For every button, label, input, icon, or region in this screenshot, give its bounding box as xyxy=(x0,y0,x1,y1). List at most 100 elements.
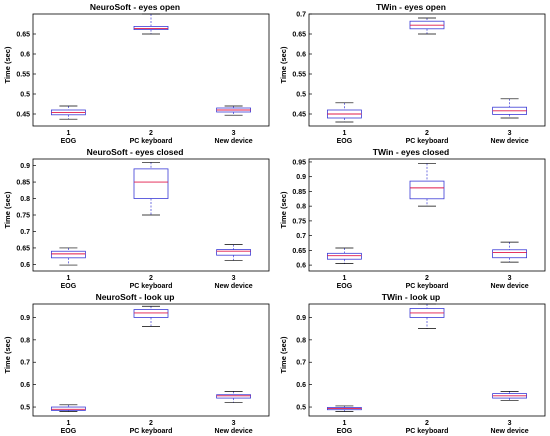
panel-neurosoft-eyes-closed: NeuroSoft - eyes closed Time (sec) 0.6 0.… xyxy=(3,147,270,290)
panel-title: TWin - eyes open xyxy=(376,2,446,12)
x-tick-number: 2 xyxy=(425,420,429,427)
y-tick-label: 0.9 xyxy=(20,315,30,322)
y-tick-label: 0.65 xyxy=(16,245,30,252)
x-tick-number: 3 xyxy=(232,420,236,427)
panel-title: NeuroSoft - look up xyxy=(96,292,175,302)
iqr-box xyxy=(216,394,252,399)
y-tick-label: 0.6 xyxy=(296,382,306,389)
x-tick-label: PC keyboard xyxy=(406,428,449,435)
x-tick-number: 3 xyxy=(508,130,512,137)
iqr-box xyxy=(133,168,169,199)
y-tick-label: 0.65 xyxy=(292,32,306,39)
x-tick-label: EOG xyxy=(61,283,77,290)
box-pc-keyboard xyxy=(133,305,169,327)
y-tick-label: 0.8 xyxy=(296,204,306,211)
x-tick-number: 3 xyxy=(232,275,236,282)
iqr-box xyxy=(216,249,252,256)
y-tick-label: 0.7 xyxy=(20,360,30,367)
panel-title: NeuroSoft - eyes closed xyxy=(87,147,184,157)
panel-neurosoft-look-up: NeuroSoft - look up Time (sec) 0.5 0.6 0.7… xyxy=(3,292,270,435)
x-tick-number: 2 xyxy=(425,130,429,137)
x-tick-label: New device xyxy=(215,138,253,145)
x-tick-label: New device xyxy=(491,283,529,290)
x-tick-label: EOG xyxy=(337,283,353,290)
panel-twin-look-up: TWin - look up Time (sec) 0.5 0.6 0.7 0.8 0.… xyxy=(279,292,546,435)
x-tick-label: New device xyxy=(491,428,529,435)
y-tick-label: 0.7 xyxy=(296,360,306,367)
x-tick-number: 3 xyxy=(508,275,512,282)
y-tick-label: 0.7 xyxy=(20,229,30,236)
y-tick-label: 0.9 xyxy=(20,163,30,170)
y-tick-label: 0.55 xyxy=(16,72,30,79)
y-axis-label: Time (sec) xyxy=(279,336,288,373)
plot-frame xyxy=(32,303,270,417)
y-tick-label: 0.6 xyxy=(296,263,306,270)
y-tick-label: 0.6 xyxy=(296,52,306,59)
y-tick-label: 0.7 xyxy=(296,233,306,240)
y-tick-label: 0.8 xyxy=(296,337,306,344)
x-tick-number: 1 xyxy=(342,420,346,427)
y-tick-label: 0.5 xyxy=(20,92,30,99)
y-tick-label: 0.6 xyxy=(20,382,30,389)
panel-title: TWin - look up xyxy=(382,292,440,302)
box-new-device xyxy=(492,241,528,263)
x-tick-number: 2 xyxy=(149,130,153,137)
y-tick-label: 0.45 xyxy=(292,112,306,119)
y-tick-label: 0.85 xyxy=(292,189,306,196)
y-tick-label: 0.9 xyxy=(296,174,306,181)
box-new-device xyxy=(492,391,528,401)
y-axis-label: Time (sec) xyxy=(3,336,12,373)
iqr-box xyxy=(409,180,445,200)
panel-title: NeuroSoft - eyes open xyxy=(90,2,180,12)
y-tick-label: 0.8 xyxy=(20,196,30,203)
y-tick-label: 0.75 xyxy=(16,213,30,220)
y-tick-label: 0.55 xyxy=(292,72,306,79)
x-tick-number: 3 xyxy=(232,130,236,137)
box-pc-keyboard xyxy=(409,303,445,329)
box-new-device xyxy=(216,391,252,403)
y-tick-label: 0.9 xyxy=(296,315,306,322)
x-tick-number: 1 xyxy=(342,130,346,137)
y-tick-label: 0.5 xyxy=(20,405,30,412)
box-eog xyxy=(51,105,86,120)
y-tick-label: 0.6 xyxy=(20,52,30,59)
y-tick-label: 0.6 xyxy=(20,262,30,269)
x-tick-number: 2 xyxy=(149,420,153,427)
y-axis-label: Time (sec) xyxy=(279,191,288,228)
box-pc-keyboard xyxy=(409,17,445,35)
iqr-box xyxy=(51,406,86,411)
x-tick-number: 1 xyxy=(342,275,346,282)
y-axis-label: Time (sec) xyxy=(279,46,288,83)
x-tick-number: 1 xyxy=(66,420,70,427)
y-tick-label: 0.5 xyxy=(296,405,306,412)
x-tick-number: 1 xyxy=(66,130,70,137)
panel-twin-eyes-open: TWin - eyes open Time (sec) 0.45 0.5 0.55 0… xyxy=(279,2,546,145)
box-new-device xyxy=(216,105,252,116)
panel-neurosoft-eyes-open: NeuroSoft - eyes open Time (sec) 0.45 0.5… xyxy=(3,2,270,145)
panel-title: TWin - eyes closed xyxy=(373,147,449,157)
y-tick-label: 0.75 xyxy=(292,218,306,225)
box-eog xyxy=(326,405,362,412)
box-new-device xyxy=(216,244,252,261)
x-tick-label: EOG xyxy=(61,428,77,435)
y-axis-label: Time (sec) xyxy=(3,46,12,83)
iqr-box xyxy=(51,250,86,259)
x-tick-label: PC keyboard xyxy=(406,138,449,145)
box-eog xyxy=(51,247,86,266)
plot-frame xyxy=(308,158,546,272)
iqr-box xyxy=(326,252,362,260)
box-new-device xyxy=(492,98,528,119)
y-tick-label: 0.65 xyxy=(16,32,30,39)
x-tick-label: PC keyboard xyxy=(130,138,173,145)
y-tick-label: 0.7 xyxy=(296,12,306,19)
x-tick-label: New device xyxy=(215,283,253,290)
box-pc-keyboard xyxy=(133,161,169,216)
box-pc-keyboard xyxy=(133,13,169,35)
x-tick-label: PC keyboard xyxy=(130,428,173,435)
x-tick-number: 1 xyxy=(66,275,70,282)
y-tick-label: 0.85 xyxy=(16,180,30,187)
plot-frame xyxy=(308,13,546,127)
panel-twin-eyes-closed: TWin - eyes closed Time (sec) 0.6 0.65 0.7… xyxy=(279,147,546,290)
x-tick-label: EOG xyxy=(337,428,353,435)
